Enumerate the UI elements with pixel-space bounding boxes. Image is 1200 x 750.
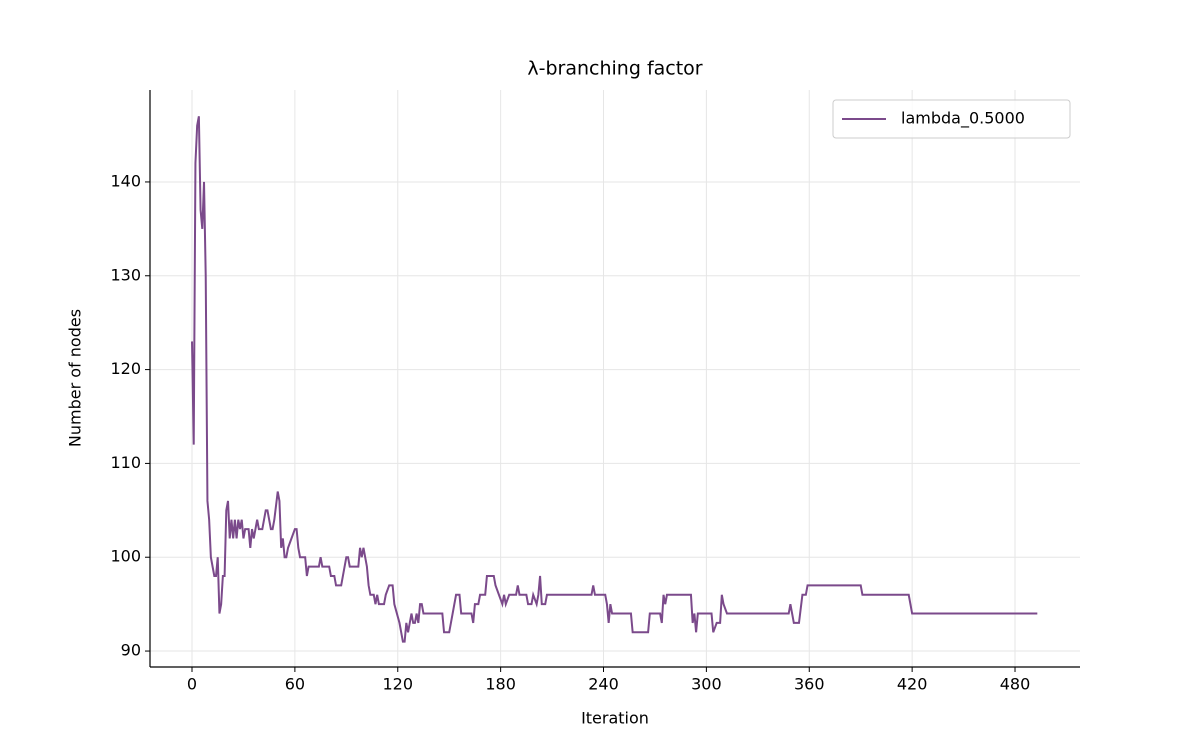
x-tick-label: 360	[794, 675, 825, 694]
legend-label: lambda_0.5000	[901, 109, 1025, 129]
x-tick-label: 0	[187, 675, 197, 694]
x-axis-label: Iteration	[581, 709, 649, 728]
grid	[150, 90, 1080, 667]
y-tick-label: 100	[110, 547, 141, 566]
x-tick-label: 480	[1000, 675, 1031, 694]
data-line	[191, 116, 1038, 643]
legend-box	[832, 99, 1071, 139]
y-tick-label: 110	[110, 453, 141, 472]
y-tick-label: 140	[110, 171, 141, 190]
y-axis-label: Number of nodes	[66, 309, 85, 447]
x-tick-label: 240	[588, 675, 619, 694]
x-tick-label: 300	[691, 675, 722, 694]
y-tick-label: 130	[110, 265, 141, 284]
plot-area	[191, 116, 1038, 643]
y-tick-label: 120	[110, 359, 141, 378]
x-tick-label: 60	[285, 675, 305, 694]
x-tick-label: 120	[382, 675, 413, 694]
y-tick-label: 90	[121, 641, 141, 660]
chart-title: λ-branching factor	[527, 58, 702, 80]
x-tick-label: 420	[897, 675, 928, 694]
x-tick-label: 180	[485, 675, 516, 694]
legend: lambda_0.5000	[832, 99, 1071, 139]
